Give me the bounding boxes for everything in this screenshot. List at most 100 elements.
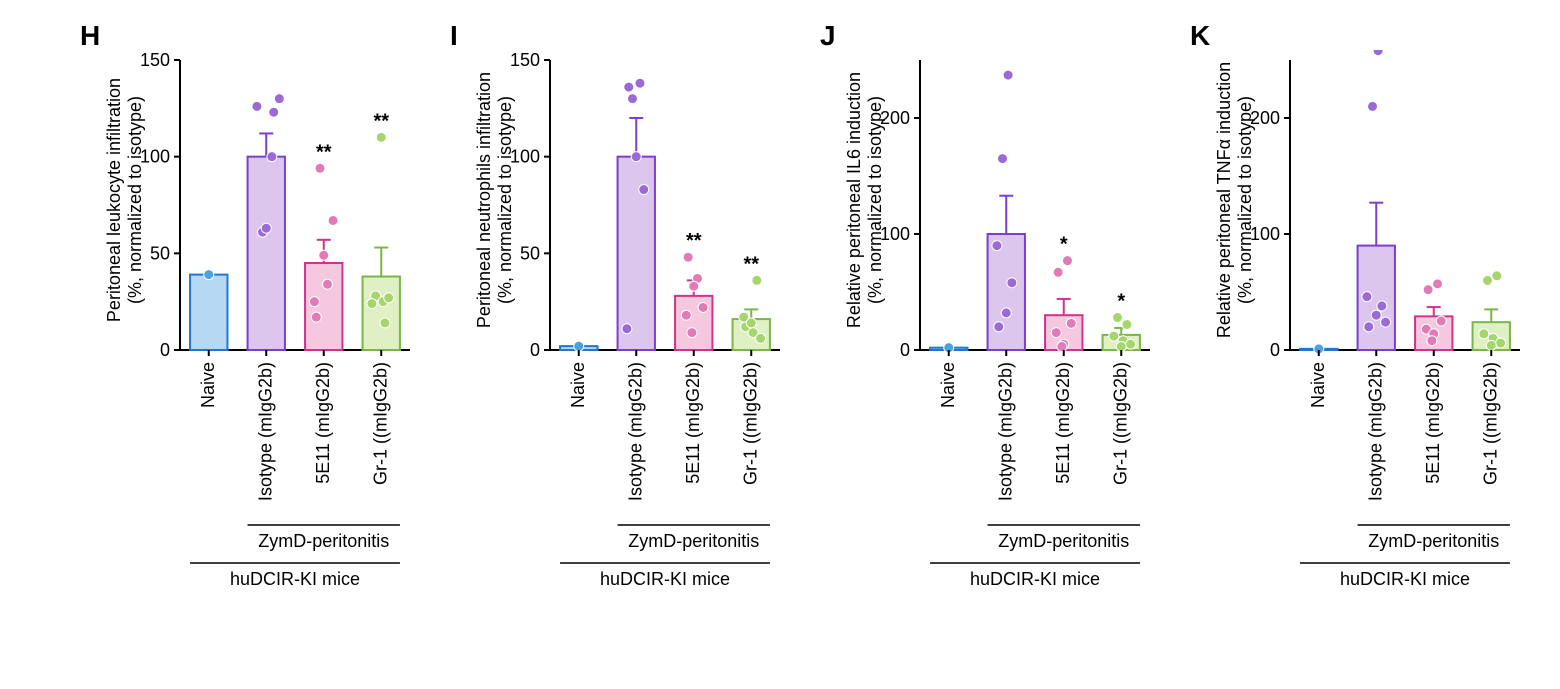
panel-K: KRelative peritoneal TNFα induction(%, n… <box>1190 20 1540 660</box>
group-label-zymd: ZymD-peritonitis <box>258 531 389 551</box>
panel-letter: H <box>80 20 100 52</box>
ytick-label: 150 <box>140 50 170 70</box>
panel-J: JRelative peritoneal IL6 induction(%, no… <box>820 20 1170 660</box>
data-point <box>261 223 271 233</box>
data-point <box>328 215 338 225</box>
bar <box>190 275 227 350</box>
data-point <box>628 94 638 104</box>
data-point <box>1371 310 1381 320</box>
data-point <box>1492 271 1502 281</box>
bar <box>248 157 285 350</box>
category-label: Gr-1 ((mIgG2b) <box>1480 362 1500 485</box>
category-label: Naive <box>198 362 218 408</box>
data-point <box>1427 336 1437 346</box>
data-point <box>1368 101 1378 111</box>
data-point <box>1109 331 1119 341</box>
significance-marker: ** <box>743 253 759 275</box>
data-point <box>315 163 325 173</box>
data-point <box>756 333 766 343</box>
category-label: 5E11 (mIgG2b) <box>683 362 703 484</box>
ytick-label: 0 <box>1270 340 1280 360</box>
data-point <box>1496 338 1506 348</box>
ytick-label: 50 <box>150 243 170 263</box>
group-label-hudcir: huDCIR-KI mice <box>600 569 730 589</box>
bar <box>363 277 400 350</box>
ytick-label: 150 <box>510 50 540 70</box>
panel-letter: J <box>820 20 836 52</box>
chart-svg: 050100150NaiveIsotype (mIgG2b)**5E11 (mI… <box>80 50 435 670</box>
data-point <box>1377 301 1387 311</box>
data-point <box>267 152 277 162</box>
chart-svg: 050100150NaiveIsotype (mIgG2b)**5E11 (mI… <box>450 50 805 670</box>
category-label: Gr-1 ((mIgG2b) <box>370 362 390 485</box>
data-point <box>309 297 319 307</box>
data-point <box>1486 340 1496 350</box>
data-point <box>683 252 693 262</box>
group-label-zymd: ZymD-peritonitis <box>998 531 1129 551</box>
data-point <box>204 270 214 280</box>
group-label-hudcir: huDCIR-KI mice <box>230 569 360 589</box>
data-point <box>574 341 584 351</box>
panel-letter: I <box>450 20 458 52</box>
data-point <box>1007 278 1017 288</box>
group-label-hudcir: huDCIR-KI mice <box>1340 569 1470 589</box>
data-point <box>1066 318 1076 328</box>
significance-marker: ** <box>373 110 389 132</box>
ytick-label: 100 <box>1250 224 1280 244</box>
data-point <box>746 318 756 328</box>
data-point <box>380 318 390 328</box>
data-point <box>1126 339 1136 349</box>
bar <box>305 263 342 350</box>
panel-H: HPeritoneal leukocyte infiltration(%, no… <box>80 20 430 660</box>
category-label: 5E11 (mIgG2b) <box>313 362 333 484</box>
ytick-label: 100 <box>880 224 910 244</box>
significance-marker: * <box>1060 234 1068 256</box>
ytick-label: 100 <box>140 147 170 167</box>
data-point <box>269 107 279 117</box>
ytick-label: 100 <box>510 147 540 167</box>
data-point <box>1057 342 1067 352</box>
data-point <box>1062 256 1072 266</box>
data-point <box>635 78 645 88</box>
category-label: Isotype (mIgG2b) <box>1365 362 1385 501</box>
data-point <box>1113 313 1123 323</box>
data-point <box>1479 329 1489 339</box>
figure-panels: HPeritoneal leukocyte infiltration(%, no… <box>20 20 1540 660</box>
data-point <box>624 82 634 92</box>
ytick-label: 200 <box>880 108 910 128</box>
data-point <box>311 312 321 322</box>
data-point <box>322 279 332 289</box>
data-point <box>1373 50 1383 56</box>
data-point <box>252 101 262 111</box>
category-label: Gr-1 ((mIgG2b) <box>740 362 760 485</box>
category-label: Isotype (mIgG2b) <box>995 362 1015 501</box>
data-point <box>1001 308 1011 318</box>
data-point <box>631 152 641 162</box>
data-point <box>376 132 386 142</box>
data-point <box>622 324 632 334</box>
panel-I: IPeritoneal neutrophils infiltration(%, … <box>450 20 800 660</box>
category-label: Isotype (mIgG2b) <box>255 362 275 501</box>
data-point <box>994 322 1004 332</box>
chart-svg: 0100200NaiveIsotype (mIgG2b)*5E11 (mIgG2… <box>820 50 1175 670</box>
category-label: Naive <box>568 362 588 408</box>
data-point <box>367 299 377 309</box>
data-point <box>687 328 697 338</box>
data-point <box>319 250 329 260</box>
data-point <box>1483 275 1493 285</box>
data-point <box>1432 279 1442 289</box>
panel-letter: K <box>1190 20 1210 52</box>
data-point <box>752 275 762 285</box>
group-label-zymd: ZymD-peritonitis <box>628 531 759 551</box>
data-point <box>1051 328 1061 338</box>
data-point <box>689 281 699 291</box>
data-point <box>998 154 1008 164</box>
data-point <box>1364 322 1374 332</box>
ytick-label: 50 <box>520 243 540 263</box>
data-point <box>274 94 284 104</box>
data-point <box>681 310 691 320</box>
ytick-label: 0 <box>900 340 910 360</box>
group-label-hudcir: huDCIR-KI mice <box>970 569 1100 589</box>
bar <box>618 157 655 350</box>
data-point <box>1003 70 1013 80</box>
